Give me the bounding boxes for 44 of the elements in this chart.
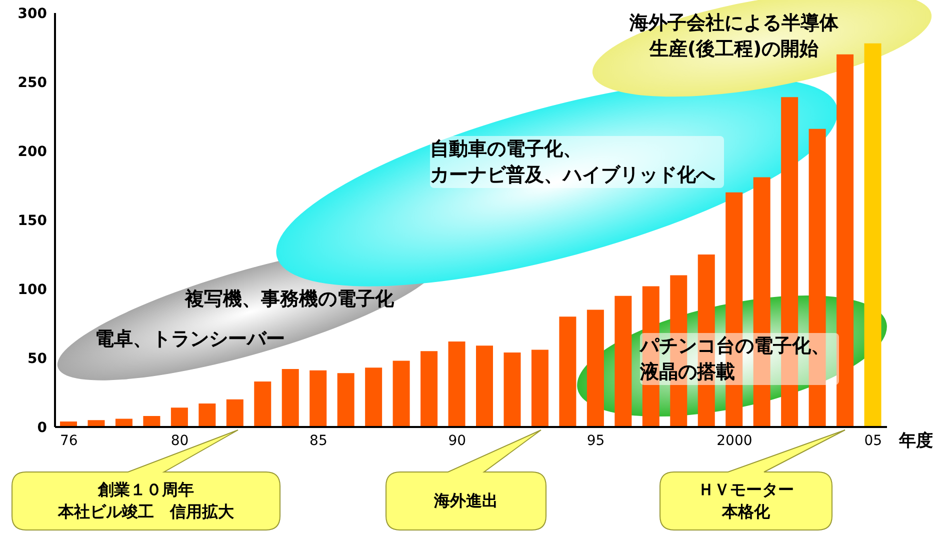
bar: [614, 296, 632, 427]
bar: [143, 416, 160, 427]
annotation: パチンコ台の電子化、液晶の搭載: [640, 335, 830, 383]
y-tick-label: 200: [18, 144, 48, 160]
bar: [115, 418, 132, 427]
annotation: 海外子会社による半導体生産(後工程)の開始: [630, 12, 838, 60]
y-tick-label: 100: [18, 282, 48, 298]
x-tick-label: 90: [448, 432, 466, 449]
text: 創業１０周年本社ビル竣工 信用拡大: [58, 480, 234, 521]
bar: [420, 351, 438, 427]
bar: [170, 408, 188, 427]
y-tick-label: 150: [18, 212, 48, 229]
text: 海外進出: [434, 491, 498, 510]
y-tick-label: 300: [18, 6, 48, 22]
bar: [198, 404, 216, 427]
x-tick-label: 80: [170, 432, 189, 449]
x-tick-label: 85: [310, 432, 328, 449]
bar: [836, 54, 854, 427]
bar: [365, 368, 382, 427]
bar: [254, 381, 272, 427]
bar: [559, 316, 576, 427]
bar: [531, 350, 548, 427]
x-tick-label: 76: [60, 432, 78, 449]
y-tick-label: 0: [37, 420, 48, 436]
x-tick-label: 2000: [716, 432, 752, 449]
text: ＨＶモーター本格化: [698, 480, 794, 521]
annotation: 電卓、トランシーバー: [95, 328, 285, 350]
bar: [864, 43, 882, 427]
annotation: 複写機、事務機の電子化: [185, 288, 394, 310]
x-axis-title: 年度: [899, 430, 933, 452]
annotation: 自動車の電子化、カーナビ普及、ハイブリッド化へ: [430, 138, 715, 186]
y-tick-label: 50: [28, 350, 48, 367]
bar: [282, 369, 299, 427]
bar: [448, 341, 466, 427]
bar: [310, 370, 327, 427]
x-tick-label: 05: [864, 432, 882, 449]
x-tick-label: 95: [586, 432, 605, 449]
bar: [392, 360, 410, 427]
y-tick-label: 250: [18, 74, 48, 91]
bar: [504, 352, 521, 427]
bar: [226, 399, 244, 427]
bar: [586, 310, 604, 427]
bar: [476, 346, 493, 427]
bar: [337, 373, 354, 427]
